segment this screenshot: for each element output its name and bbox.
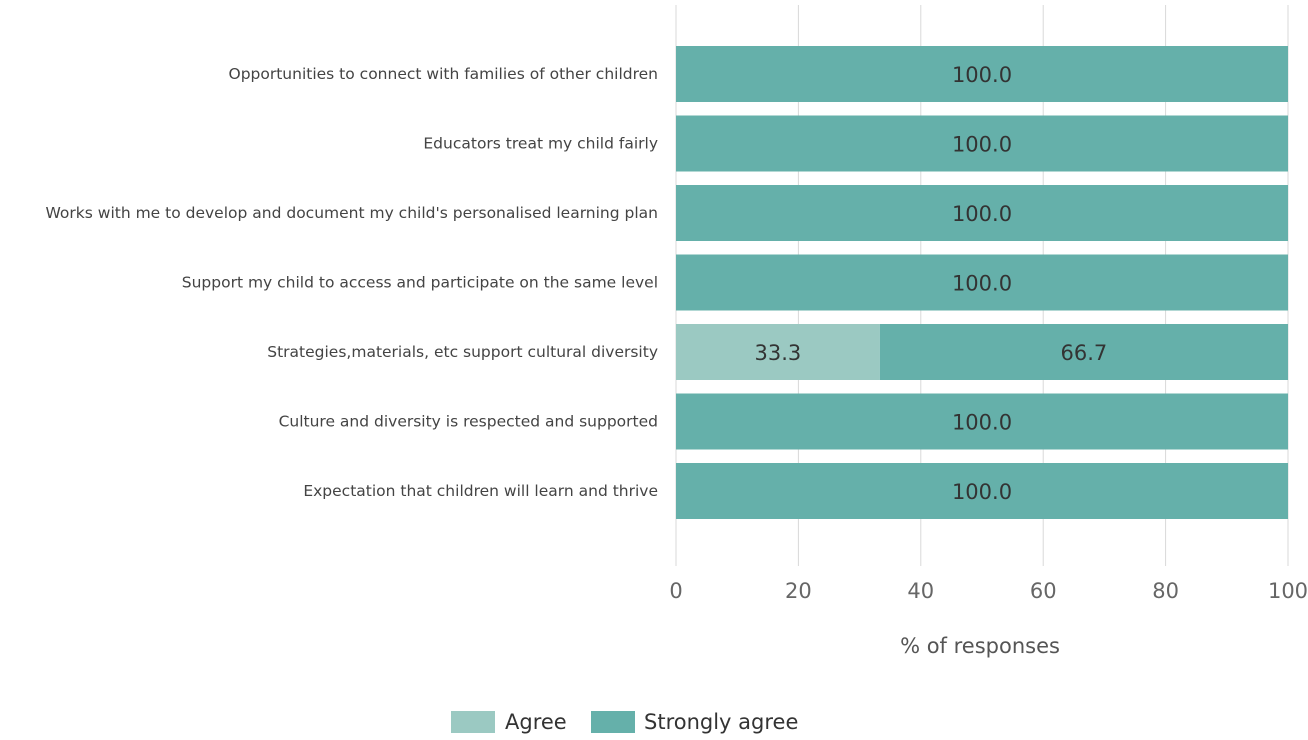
data-label: 66.7 [1061, 341, 1108, 365]
category-label: Works with me to develop and document my… [46, 204, 658, 222]
category-label: Educators treat my child fairly [423, 135, 658, 153]
x-axis-title: % of responses [900, 634, 1060, 658]
category-label: Strategies,materials, etc support cultur… [267, 343, 658, 361]
x-tick-label: 60 [1030, 579, 1057, 603]
data-label: 100.0 [952, 411, 1012, 435]
legend-label-agree: Agree [505, 710, 567, 734]
bar-agree [676, 324, 880, 380]
data-label: 100.0 [952, 272, 1012, 296]
x-tick-label: 40 [907, 579, 934, 603]
data-label: 100.0 [952, 63, 1012, 87]
data-label: 33.3 [755, 341, 802, 365]
bar-strongly-agree [676, 393, 1288, 450]
data-label: 100.0 [952, 480, 1012, 504]
category-label: Culture and diversity is respected and s… [279, 413, 658, 431]
category-label: Opportunities to connect with families o… [229, 65, 659, 83]
category-labels: Opportunities to connect with families o… [46, 65, 658, 500]
x-tick-label: 20 [785, 579, 812, 603]
category-label: Expectation that children will learn and… [303, 482, 658, 500]
legend-label-strongly-agree: Strongly agree [644, 710, 798, 734]
bar-strongly-agree [676, 254, 1288, 311]
bar-strongly-agree [879, 324, 1288, 380]
bar-strongly-agree [676, 463, 1288, 519]
x-axis-ticks: 0 20 40 60 80 100 [669, 579, 1308, 603]
legend: Agree Strongly agree [451, 710, 798, 734]
legend-swatch-strongly-agree [591, 711, 635, 733]
x-tick-label: 100 [1268, 579, 1308, 603]
bar-strongly-agree [676, 185, 1288, 241]
bar-strongly-agree [676, 115, 1288, 172]
category-label: Support my child to access and participa… [182, 274, 658, 292]
data-label: 100.0 [952, 133, 1012, 157]
legend-swatch-agree [451, 711, 495, 733]
bars: 100.0 100.0 100.0 100.0 33.3 66.7 100.0 100.0 [676, 46, 1288, 519]
data-label: 100.0 [952, 202, 1012, 226]
x-tick-label: 0 [669, 579, 682, 603]
x-tick-label: 80 [1152, 579, 1179, 603]
bar-strongly-agree [676, 46, 1288, 102]
